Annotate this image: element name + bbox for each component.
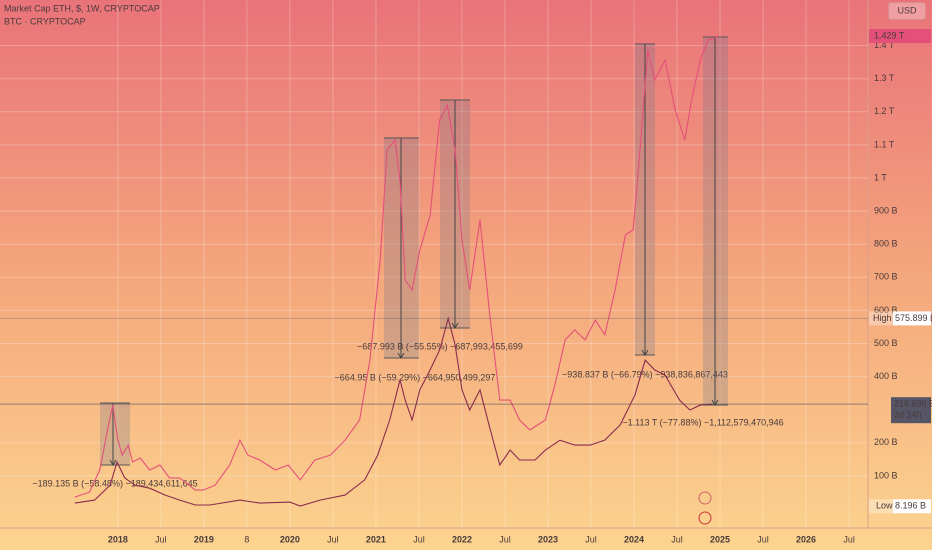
high-box: [893, 311, 931, 326]
high-name-box: [869, 311, 893, 326]
x-tick-label: Jul: [671, 534, 683, 544]
x-tick-label: 2024: [624, 534, 644, 544]
currency: USD: [897, 5, 917, 15]
y-tick-label: 1.2 T: [874, 106, 895, 116]
legend-btc: BTC · CRYPTOCAP: [4, 16, 86, 26]
measure-arrowhead: [641, 349, 649, 356]
y-tick-label: 1.4 T: [874, 40, 895, 50]
annotations: −189.135 B (−58.48%) −189,434,611,645 −66…: [32, 36, 784, 488]
x-tick-label: 2019: [194, 534, 214, 544]
x-tick-label: Jul: [499, 534, 511, 544]
event-icon[interactable]: [698, 511, 712, 525]
last-price-label: 1.429 T: [874, 30, 905, 40]
low-box: [893, 499, 931, 514]
y-tick-label: 700 B: [874, 272, 898, 282]
y-tick-label: 900 B: [874, 205, 898, 215]
legend-eth: Market Cap ETH, $, 1W, CRYPTOCAP: [4, 3, 160, 13]
currency-box: [888, 2, 926, 20]
x-tick-label: 2020: [280, 534, 300, 544]
x-tick-label: 2025: [710, 534, 730, 544]
y-tick-label: 600 B: [874, 305, 898, 315]
y-tick-label: 1 T: [874, 172, 887, 182]
y-tick-label: 1.1 T: [874, 139, 895, 149]
x-tick-label: 2026: [796, 534, 816, 544]
measure-label: −687.993 B (−55.55%) −687,993,455,699: [357, 341, 523, 351]
measure-label: −938.837 B (−66.79%) −938,836,867,443: [562, 369, 728, 379]
measure-label: −1.113 T (−77.88%) −1,112,579,470,946: [622, 417, 783, 427]
low-name-box: [869, 499, 893, 514]
y-tick-label: 800 B: [874, 239, 898, 249]
high-label: 575.899 B: [895, 313, 932, 323]
x-tick-label: Jul: [843, 534, 855, 544]
x-tick-label: Jul: [413, 534, 425, 544]
measure-arrowhead: [451, 322, 459, 329]
high-name: High: [873, 313, 892, 323]
countdown: 3d 14h: [894, 410, 922, 420]
y-tick-label: 500 B: [874, 338, 898, 348]
x-tick-label: Jul: [585, 534, 597, 544]
measure-arrowhead: [397, 352, 405, 359]
x-tick-label: 2023: [538, 534, 558, 544]
series-line: [74, 316, 713, 507]
last-price-box: [869, 29, 931, 44]
current-box: [891, 397, 931, 424]
y-tick-label: 400 B: [874, 371, 898, 381]
low-name: Low: [876, 501, 893, 511]
measure-box: [100, 403, 130, 465]
low-label: 8.196 B: [895, 501, 926, 511]
y-tick-label: 100 B: [874, 470, 898, 480]
measure-arrowhead: [711, 399, 719, 406]
x-tick-label: 2022: [452, 534, 472, 544]
measure-arrowhead: [109, 459, 117, 466]
y-tick-label: 1.3 T: [874, 73, 895, 83]
measure-label: −664.95 B (−59.29%) −664,950,499,297: [335, 372, 496, 382]
measure-label: −189.135 B (−58.48%) −189,434,611,645: [32, 478, 197, 488]
x-tick-label: 2021: [366, 534, 386, 544]
x-tick-label: Jul: [155, 534, 167, 544]
current-label: 316.696 B: [894, 399, 932, 409]
lines: [74, 35, 719, 507]
x-tick-label: 2018: [108, 534, 128, 544]
x-tick-label: 8: [244, 534, 249, 544]
event-icon[interactable]: [698, 491, 712, 505]
y-tick-label: 200 B: [874, 437, 898, 447]
x-tick-label: Jul: [757, 534, 769, 544]
series-line: [74, 35, 719, 498]
x-tick-label: Jul: [327, 534, 339, 544]
